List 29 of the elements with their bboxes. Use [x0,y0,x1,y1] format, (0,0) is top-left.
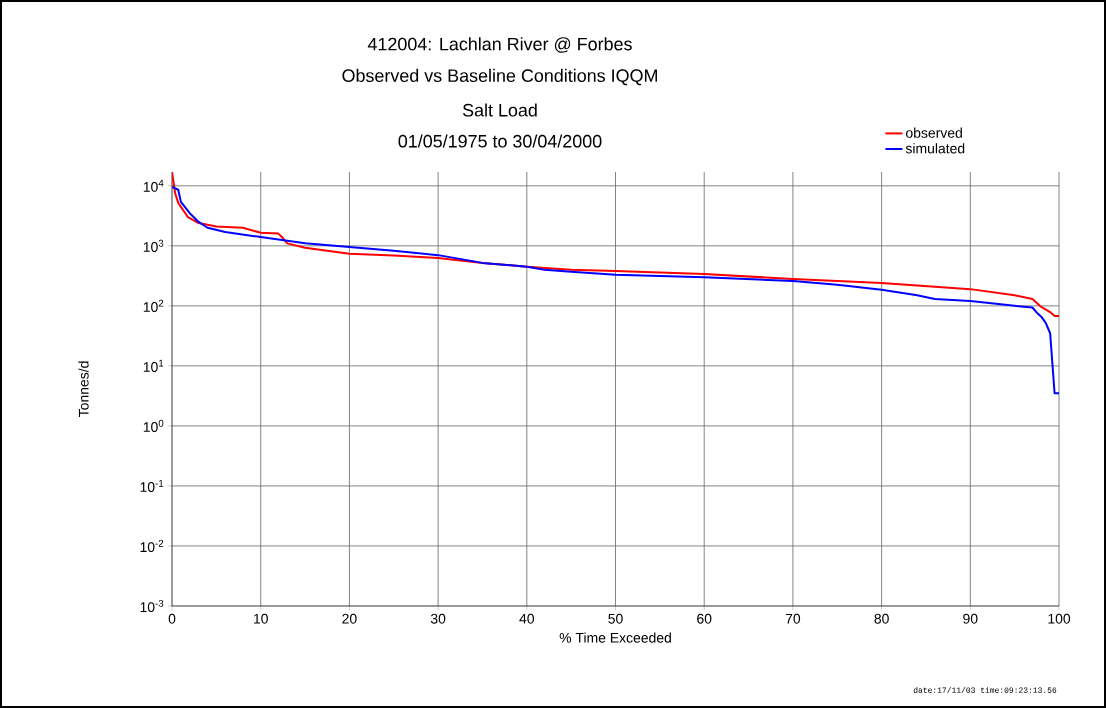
chart-subtitle: Observed vs Baseline Conditions IQQM [342,68,657,86]
legend-label: observed [906,127,962,138]
x-tick-label: 40 [519,613,535,624]
x-tick-label: 0 [168,613,176,624]
x-tick-label: 100 [1048,613,1071,624]
legend-label: simulated [905,143,965,154]
y-axis-title: Tonnes/d [78,361,89,417]
y-tick-label: 10$^{1}$ [143,359,164,372]
x-tick-label: 50 [608,613,623,624]
x-tick-label: 10 [254,613,268,624]
text: 01/05/1975 to 30/04/2000 [398,134,602,148]
y-tick-label: 10$^{-2}$ [140,539,164,553]
text: Salt Load [462,103,537,117]
x-tick-label: 90 [963,613,978,624]
line-series [172,171,1060,317]
x-tick-label: 20 [342,613,357,624]
x-tick-label: 80 [874,613,889,624]
y-tick-label: 10$^{-3}$ [140,599,164,613]
y-tick-label: 10$^{0}$ [143,419,164,432]
chart-title: 412004: Lachlan River @ Forbes [367,37,632,53]
y-tick-label: 10$^{3}$ [143,239,164,252]
x-tick-label: 70 [785,613,801,624]
x-axis-title: % Time Exceeded [559,632,671,643]
y-tick-label: 10$^{4}$ [143,179,164,192]
y-tick-label: 10$^{-1}$ [140,479,164,492]
line-series [172,185,1060,395]
x-tick-label: 60 [697,613,712,624]
x-tick-label: 30 [430,613,446,624]
y-tick-label: 10$^{2}$ [143,299,164,312]
